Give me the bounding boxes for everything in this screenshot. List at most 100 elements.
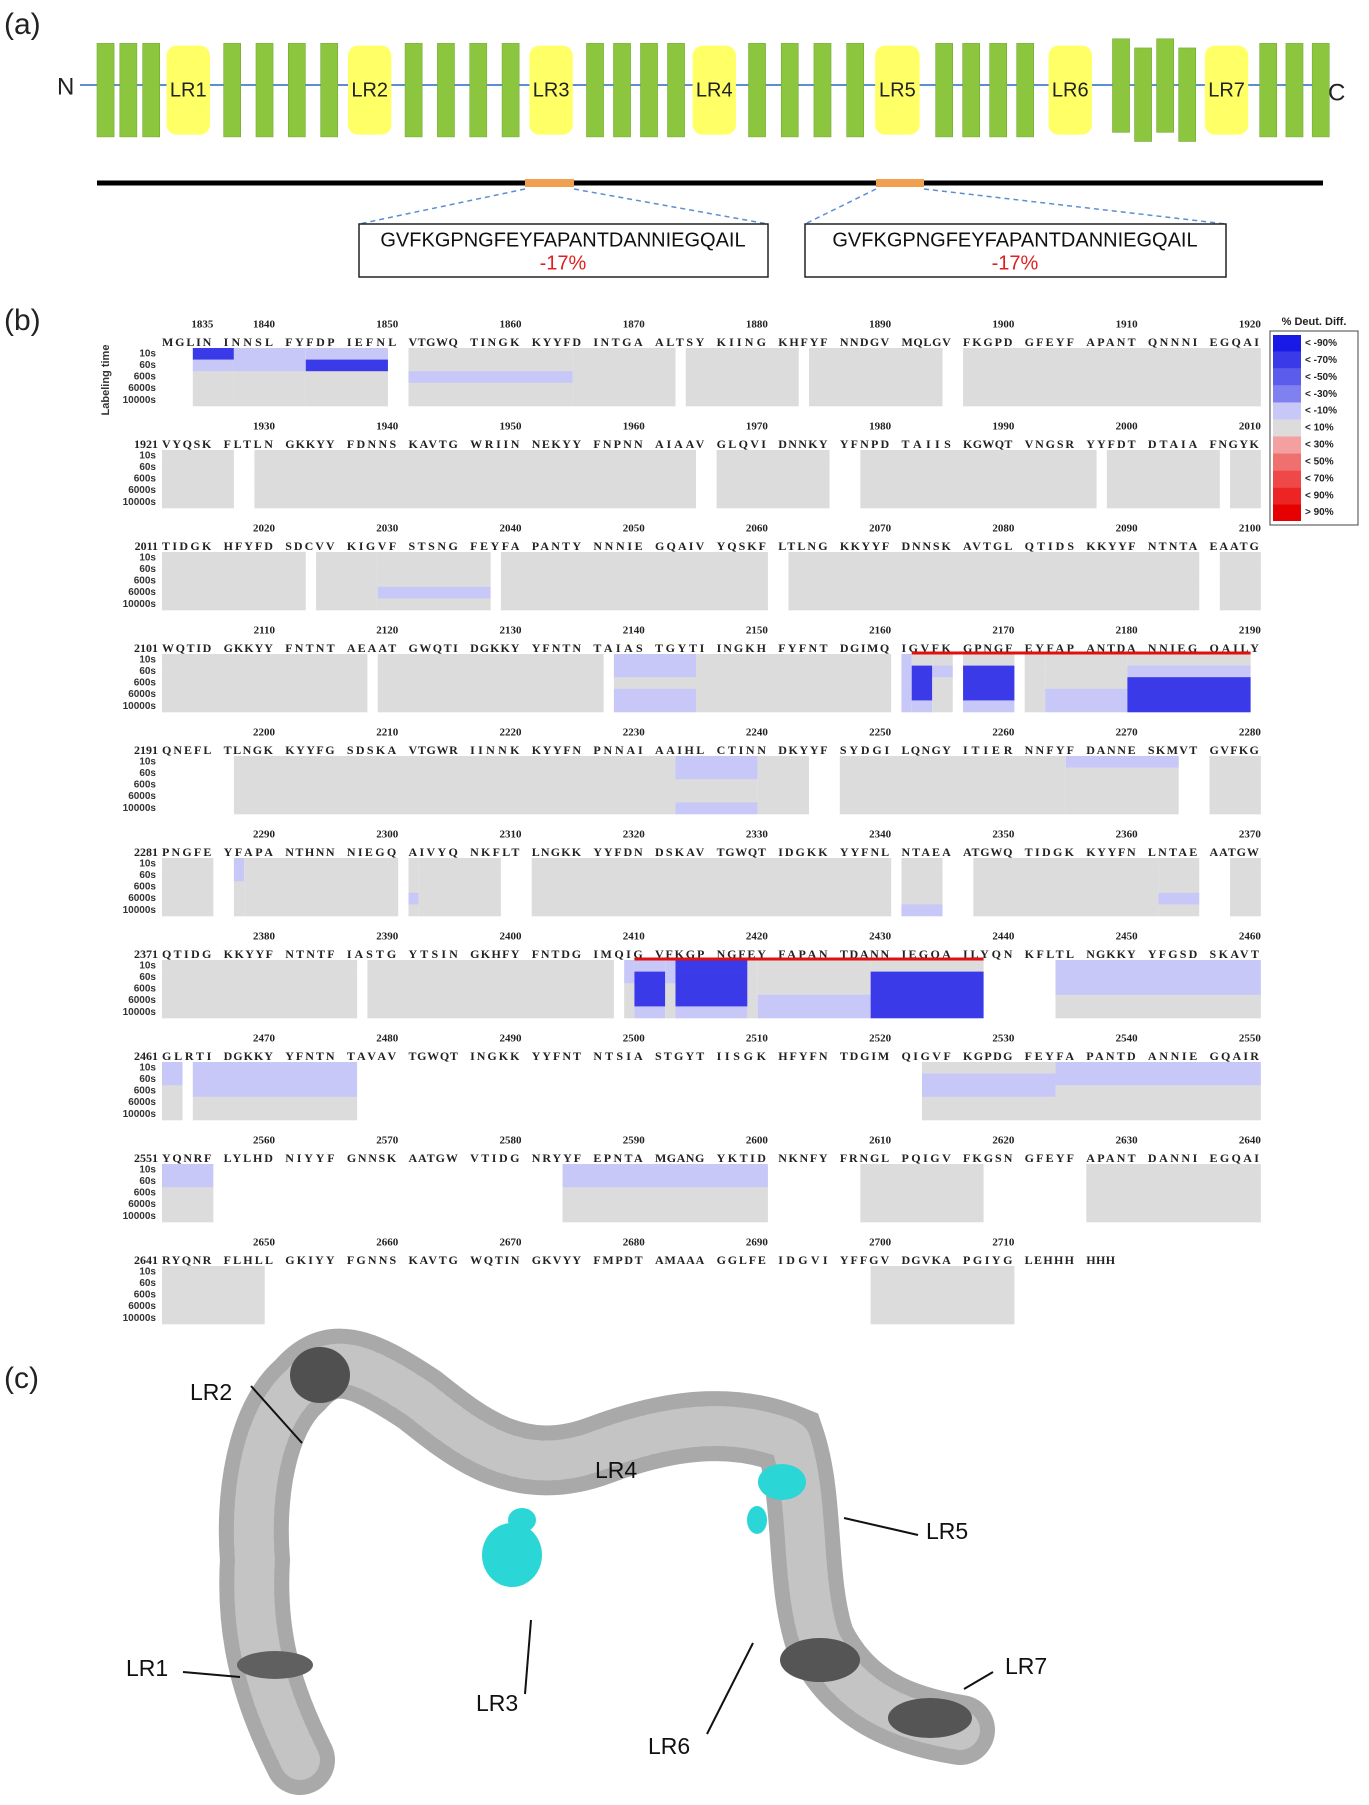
time-label: 600s bbox=[134, 984, 157, 995]
sequence-group: QNEFL bbox=[162, 743, 211, 757]
time-label: 600s bbox=[134, 1290, 157, 1301]
deuteration-cell bbox=[901, 654, 912, 666]
residue-number: 2660 bbox=[376, 1237, 399, 1249]
deuteration-cell bbox=[624, 994, 635, 1007]
sequence-group: NIYYF bbox=[285, 1151, 334, 1165]
deuteration-cell bbox=[162, 1210, 214, 1223]
sequence-group: LYLHD bbox=[224, 1151, 274, 1165]
sequence-group: ALTSY bbox=[655, 335, 705, 349]
residue-number: 2330 bbox=[746, 829, 769, 841]
residue-number: 2680 bbox=[623, 1237, 646, 1249]
residue-number: 2300 bbox=[376, 829, 399, 841]
repeat-unit bbox=[320, 43, 338, 138]
deuteration-cell bbox=[901, 700, 912, 713]
sequence-group: AEAAT bbox=[347, 641, 396, 655]
residue-number: 2450 bbox=[1116, 931, 1139, 943]
sequence-group: NNNIE bbox=[593, 539, 642, 553]
deuteration-cell bbox=[1219, 575, 1261, 588]
deuteration-cell bbox=[162, 1289, 265, 1302]
legend-label: < -70% bbox=[1305, 355, 1337, 366]
deuteration-cell bbox=[634, 983, 666, 996]
sequence-group: GNNSK bbox=[347, 1151, 397, 1165]
deuteration-cell bbox=[1127, 700, 1251, 713]
time-label: 10000s bbox=[123, 1313, 157, 1324]
sequence-group: FKGSN bbox=[963, 1151, 1013, 1165]
repeat-unit bbox=[1134, 47, 1152, 142]
residue-number: 2520 bbox=[869, 1033, 892, 1045]
sequence-group: DSKAV bbox=[655, 845, 705, 859]
panel-label: (a) bbox=[4, 8, 41, 41]
deuteration-cell bbox=[367, 971, 614, 984]
sequence-group: EAATG bbox=[1210, 539, 1259, 553]
deuteration-cell bbox=[233, 802, 676, 815]
deuteration-cell bbox=[809, 348, 943, 360]
sequence-group: LNGKK bbox=[532, 845, 582, 859]
deuteration-cell bbox=[788, 598, 1200, 611]
deuteration-cell bbox=[932, 654, 953, 666]
residue-number: 2610 bbox=[869, 1135, 892, 1147]
sequence-group: FNTNT bbox=[285, 641, 334, 655]
legend-title: % Deut. Diff. bbox=[1282, 316, 1347, 328]
deuteration-cell bbox=[788, 552, 1200, 564]
deuteration-cell bbox=[316, 575, 378, 588]
sequence-group: HFYFN bbox=[778, 1049, 828, 1063]
deuteration-cell bbox=[192, 382, 234, 395]
deuteration-cell bbox=[921, 1062, 1056, 1074]
sequence-group: CTINN bbox=[717, 743, 767, 757]
repeat-unit bbox=[935, 43, 953, 138]
deuteration-cell bbox=[162, 1164, 214, 1176]
row-start: 2281 bbox=[134, 845, 158, 859]
deuteration-cell bbox=[860, 496, 1097, 509]
deuteration-cell bbox=[860, 450, 1097, 462]
time-label: 6000s bbox=[128, 791, 156, 802]
sequence-group: QNNNI bbox=[1148, 335, 1198, 349]
sequence-group: HHH bbox=[1086, 1253, 1115, 1267]
sequence-group: NKFLT bbox=[470, 845, 519, 859]
region-label: LR7 bbox=[1005, 1653, 1047, 1679]
sequence-group: YQNRF bbox=[162, 1151, 211, 1165]
deuteration-cell bbox=[244, 858, 399, 870]
residue-number: 2280 bbox=[1239, 727, 1262, 739]
deuteration-cell bbox=[408, 858, 419, 870]
residue-number: 2220 bbox=[499, 727, 522, 739]
deuteration-cell bbox=[1230, 450, 1261, 462]
sequence-group: AATGW bbox=[408, 1151, 457, 1165]
sequence-group: QTIDG bbox=[162, 947, 211, 961]
deuteration-cell bbox=[747, 994, 758, 1007]
sequence-group: KYYFD bbox=[532, 335, 582, 349]
deuteration-cell bbox=[162, 892, 214, 905]
sequence-group: SDCVV bbox=[285, 539, 335, 553]
deuteration-cell bbox=[562, 1187, 768, 1200]
sequence-group: KKYYF bbox=[1086, 539, 1135, 553]
deuteration-cell bbox=[860, 1175, 984, 1188]
deuteration-cell bbox=[963, 665, 1015, 678]
legend-swatch bbox=[1273, 470, 1301, 488]
sequence-group: FGNNS bbox=[347, 1253, 397, 1267]
time-label: 10s bbox=[139, 1062, 156, 1073]
residue-number: 2170 bbox=[992, 625, 1015, 637]
sequence-group: NTAEA bbox=[901, 845, 951, 859]
time-label: 600s bbox=[134, 678, 157, 689]
deuteration-cell bbox=[1127, 677, 1251, 690]
deuteration-cell bbox=[839, 790, 1066, 803]
deuteration-cell bbox=[963, 677, 1015, 690]
residue-number: 1990 bbox=[992, 421, 1015, 433]
sequence-group: KHFYF bbox=[778, 335, 827, 349]
deuteration-cell bbox=[675, 767, 758, 780]
deuteration-cell bbox=[408, 348, 573, 360]
repeat-unit bbox=[1311, 43, 1330, 138]
repeat-unit bbox=[501, 43, 520, 138]
time-label: 600s bbox=[134, 474, 157, 485]
deuteration-cell bbox=[1024, 700, 1046, 713]
sequence-group: VNGSR bbox=[1025, 437, 1075, 451]
deuteration-cell bbox=[408, 371, 573, 384]
deuteration-cell bbox=[665, 983, 676, 996]
deuteration-cell bbox=[162, 971, 358, 984]
deuteration-cell bbox=[696, 688, 892, 701]
deuteration-cell bbox=[367, 960, 614, 972]
sequence-group: MGANG bbox=[655, 1151, 704, 1165]
deuteration-cell bbox=[696, 700, 892, 713]
deuteration-cell bbox=[162, 1096, 183, 1109]
sequence-group: NIEGQ bbox=[347, 845, 396, 859]
deuteration-cell bbox=[675, 802, 758, 815]
